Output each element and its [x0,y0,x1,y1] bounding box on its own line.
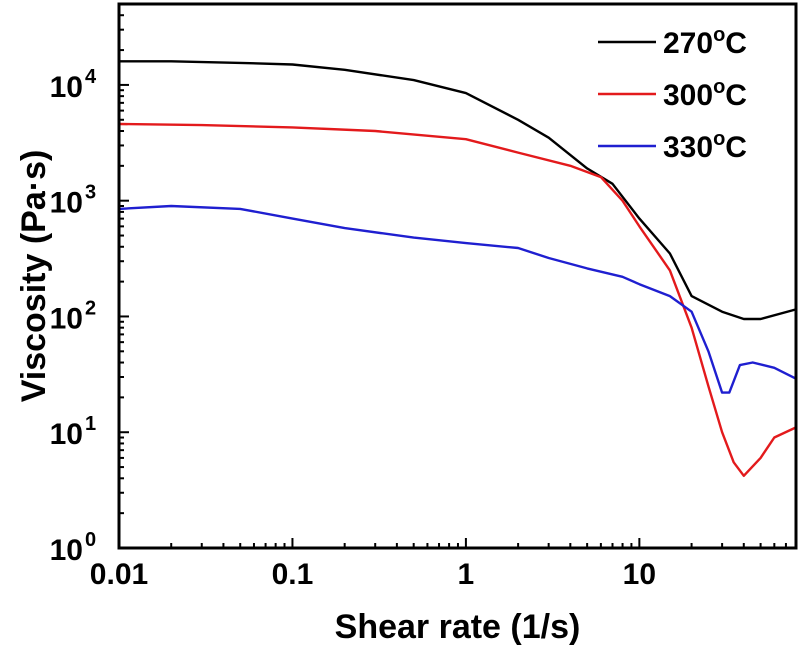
legend: 270oC 300oC 330oC [598,24,747,164]
x-tick-label: 0.01 [90,558,148,591]
legend-label-330: 330oC [663,128,747,164]
y-tick-exponent: 3 [85,182,96,204]
legend-label-270: 270oC [663,24,747,60]
y-tick-label: 10 [50,71,83,104]
x-tick-label: 1 [458,558,475,591]
y-tick-exponent: 4 [85,66,97,88]
x-tick-label: 10 [623,558,656,591]
x-tick-label: 0.1 [272,558,314,591]
x-axis: 0.01 0.1 1 10 [90,538,797,591]
series-line-270 [117,60,798,321]
y-tick-label: 10 [50,187,83,220]
y-tick-exponent: 1 [85,413,96,435]
legend-label-300: 300oC [663,76,747,112]
x-axis-title: Shear rate (1/s) [335,608,581,646]
plot-lines [117,60,798,477]
y-tick-exponent: 2 [85,297,96,319]
series-line-300 [117,122,798,477]
series-line-330 [117,204,798,394]
y-axis-title: Viscosity (Pa·s) [15,150,53,403]
y-tick-label: 10 [50,534,83,567]
y-tick-label: 10 [50,418,83,451]
y-tick-exponent: 0 [85,529,96,551]
y-tick-label: 10 [50,302,83,335]
